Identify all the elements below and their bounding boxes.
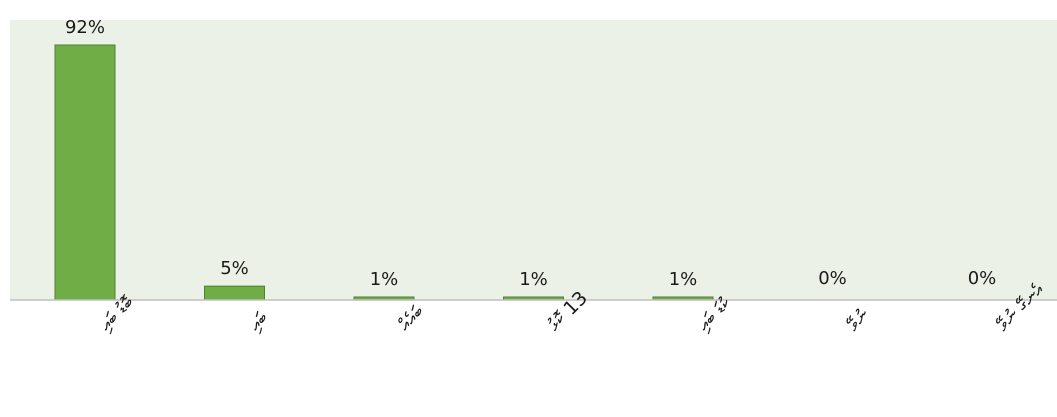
category-label-5: ނުވޭ [842, 304, 874, 336]
bar-0 [54, 44, 116, 301]
value-label-2: 1% [370, 269, 399, 290]
value-label-3: 1% [519, 269, 548, 290]
category-label-2: ބައެއް [394, 301, 429, 336]
bars-group [54, 44, 714, 301]
value-label-4: 1% [669, 269, 698, 290]
value-label-6: 0% [968, 268, 997, 289]
value-label-5: 0% [818, 268, 847, 289]
category-label-1: ބައި [244, 307, 272, 335]
bar-1 [204, 285, 265, 301]
value-label-0: 92% [65, 17, 105, 38]
value-label-1: 5% [220, 258, 249, 279]
value-labels-group: 92% 5% 1% 1% 1% 0% 0% [65, 17, 996, 290]
plot-background [10, 20, 1057, 300]
